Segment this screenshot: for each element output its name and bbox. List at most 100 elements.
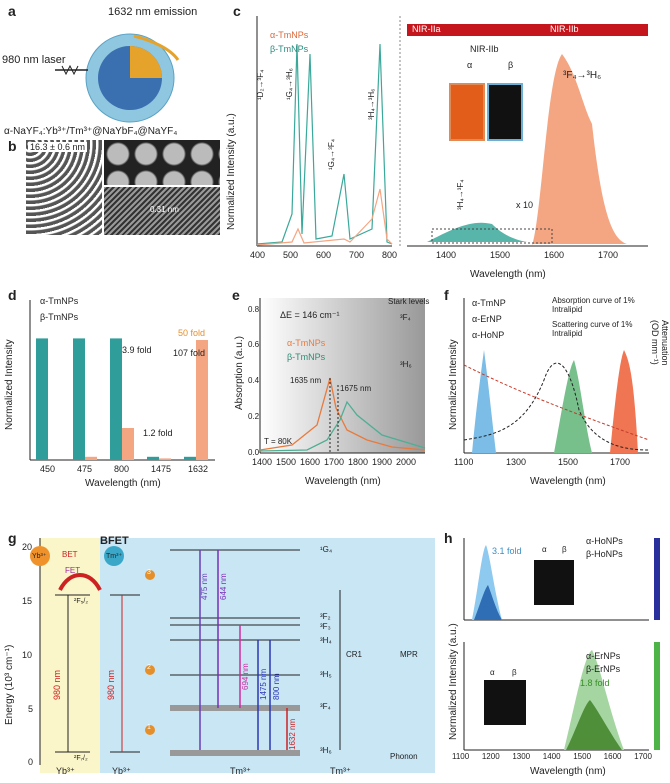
g-cr1: CR1 xyxy=(346,650,363,659)
g-step-2-num: 2 xyxy=(147,664,151,671)
panel-d-barchart: 450 475 800 1475 1632 xyxy=(29,300,215,474)
f-scattering-curve xyxy=(463,364,650,441)
lattice-label: 0.31 nm xyxy=(150,205,179,214)
svg-text:400: 400 xyxy=(250,250,265,260)
f-legend-scattering: Scattering curve of 1% Intralipid xyxy=(552,320,633,338)
g-wl-980a: 980 nm xyxy=(52,669,62,700)
g-step-1-icon xyxy=(145,725,155,735)
f-legend-absorption: Absorption curve of 1% Intralipid xyxy=(552,296,635,314)
g-tm-region xyxy=(100,538,435,773)
e-stark: Stark levels xyxy=(388,297,430,306)
g-bottom-tm2: Tm³⁺ xyxy=(330,766,351,776)
bar-800-alpha xyxy=(122,428,134,460)
svg-text:1800: 1800 xyxy=(348,457,368,467)
svg-text:0: 0 xyxy=(28,757,33,767)
e-legend-alpha: α-TmNPs xyxy=(287,338,326,348)
h-xlabel: Wavelength (nm) xyxy=(530,766,606,777)
h-er-colorbar xyxy=(654,642,660,750)
c-xlabel: Wavelength (nm) xyxy=(470,269,546,280)
label-800: ³H₄→³H₆ xyxy=(367,88,376,120)
svg-text:1700: 1700 xyxy=(324,457,344,467)
svg-text:1500: 1500 xyxy=(558,457,578,467)
panel-label-a: a xyxy=(8,3,16,19)
svg-text:5: 5 xyxy=(28,704,33,714)
g-wl-1632: 1632 nm xyxy=(288,718,297,750)
g-wl-644: 644 nm xyxy=(219,573,228,600)
g-fet-label: FET xyxy=(65,566,81,575)
g-yb-ion-icon xyxy=(30,546,50,566)
svg-text:800: 800 xyxy=(382,250,397,260)
g-level-3h5: ³H₅ xyxy=(320,670,332,679)
e-ytick-00: 0.0 xyxy=(248,448,260,457)
e-delta-e: ΔE = 146 cm⁻¹ xyxy=(280,310,340,320)
h-xtick: 1400 xyxy=(542,752,561,761)
panel-label-h: h xyxy=(444,530,453,546)
panel-label-c: c xyxy=(233,3,241,19)
svg-text:10: 10 xyxy=(22,650,32,660)
panel-f-spectra: 1100 1300 1500 1700 xyxy=(454,298,650,467)
g-yb-icon-label: Yb³⁺ xyxy=(32,553,47,560)
g-mpr: MPR xyxy=(400,650,418,659)
f-ylabel: Normalized Intensity xyxy=(448,339,459,430)
h-fold-top: 3.1 fold xyxy=(492,546,522,556)
f-ho-peak xyxy=(472,350,496,453)
h-fold-bot: 1.8 fold xyxy=(580,678,610,688)
bar-1475-beta xyxy=(147,456,159,460)
svg-text:600: 600 xyxy=(316,250,331,260)
e-level-h6: ³H₆ xyxy=(400,360,412,369)
g-ylabel: Energy (10³ cm⁻¹) xyxy=(4,644,15,725)
laser-label: 980 nm laser xyxy=(2,54,66,66)
formula-label: α-NaYF₄:Yb³⁺/Tm³⁺@NaYbF₄@NaYF₄ xyxy=(4,126,178,137)
bar-450-beta xyxy=(36,338,48,460)
e-peak1-label: 1635 nm xyxy=(290,376,322,385)
size-label: 16.3 ± 0.6 nm xyxy=(28,142,87,152)
panel-label-d: d xyxy=(8,287,17,303)
e-ytick-02: 0.2 xyxy=(248,412,260,421)
h-xticks: 1100 1200 1300 1400 1500 1600 1700 xyxy=(452,752,652,761)
panel-e-absorption: 1400 1500 1600 1700 1800 1900 2000 xyxy=(252,298,426,467)
svg-text:1400: 1400 xyxy=(436,250,456,260)
f-xlabel: Wavelength (nm) xyxy=(530,476,606,487)
beta-left-line xyxy=(256,43,393,245)
g-step-3-num: 3 xyxy=(147,569,151,576)
f-absorption-curve xyxy=(463,362,650,451)
f-legend-tm: α-TmNP xyxy=(472,298,506,308)
d-xtick-475: 475 xyxy=(77,464,92,474)
g-wl-694: 694 nm xyxy=(241,663,250,690)
g-level-2f52: ²F₅/₂ xyxy=(74,598,89,605)
c-ylabel: Normalized Intensity (a.u.) xyxy=(226,113,237,230)
g-phonon: Phonon xyxy=(390,752,418,761)
g-tm-3f4 xyxy=(170,705,300,711)
d-legend-alpha: α-TmNPs xyxy=(40,296,79,306)
emission-arrow xyxy=(133,34,180,61)
g-title: BFET xyxy=(100,535,129,547)
f-legend-er: α-ErNP xyxy=(472,314,502,324)
g-level-3f4: ³F₄ xyxy=(320,702,331,711)
d-xtick-1632: 1632 xyxy=(188,464,208,474)
g-tm-icon-label: Tm³⁺ xyxy=(106,553,123,560)
svg-text:1600: 1600 xyxy=(300,457,320,467)
h-legend-beta-ho: β-HoNPs xyxy=(586,549,623,559)
band-nir-iib: NIR-IIb xyxy=(550,24,579,34)
panel-label-g: g xyxy=(8,530,17,546)
h-xtick: 1100 xyxy=(452,752,470,761)
svg-text:1700: 1700 xyxy=(598,250,618,260)
svg-text:15: 15 xyxy=(22,596,32,606)
g-level-2f72: ²F₇/₂ xyxy=(74,755,88,762)
band-nir-iia: NIR-IIa xyxy=(412,24,441,34)
svg-text:500: 500 xyxy=(283,250,298,260)
f-er-peak xyxy=(554,360,592,453)
h-beta-er xyxy=(566,700,622,750)
g-level-3f3: ³F₃ xyxy=(320,622,331,631)
svg-text:1100: 1100 xyxy=(454,457,473,467)
e-temp-label: T = 80K xyxy=(264,437,293,446)
g-level-3h6: ³H₆ xyxy=(320,746,332,755)
label-1632: ³F₄→³H₆ xyxy=(563,70,602,81)
g-level-3f2: ³F₂ xyxy=(320,612,331,621)
svg-text:1300: 1300 xyxy=(506,457,526,467)
h-legend-alpha-er: α-ErNPs xyxy=(586,651,621,661)
panel-a-illustration xyxy=(55,33,180,123)
g-transfer-arrow xyxy=(58,573,102,591)
zoom-box xyxy=(431,228,553,244)
panel-label-b: b xyxy=(8,138,17,154)
